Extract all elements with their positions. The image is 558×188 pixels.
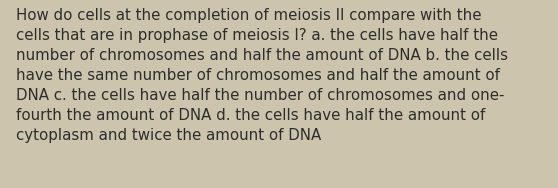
Text: How do cells at the completion of meiosis II compare with the
cells that are in : How do cells at the completion of meiosi… <box>16 8 508 143</box>
